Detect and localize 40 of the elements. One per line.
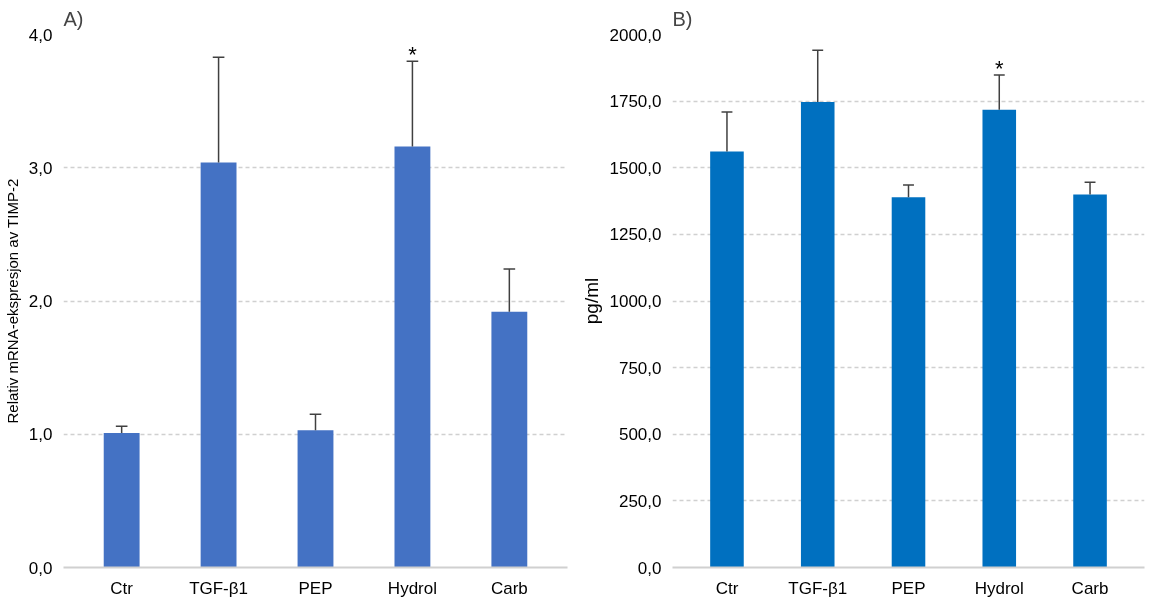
annotation: * (994, 56, 1004, 82)
x-tick-label: PEP (891, 578, 926, 598)
y-tick-label: 1250,0 (609, 225, 662, 245)
y-tick-label: 4,0 (28, 25, 53, 45)
bar (1073, 194, 1107, 568)
y-tick-label: 0,0 (28, 558, 53, 578)
y-tick-label: 1000,0 (609, 292, 662, 311)
bar (103, 432, 140, 568)
y-tick-label: 1750,0 (609, 92, 662, 112)
x-tick-label: Hydrol (387, 578, 437, 598)
x-tick-label: TGF-β1 (788, 578, 848, 598)
y-tick-label: 3,0 (28, 158, 53, 178)
y-tick-label: 500,0 (618, 425, 662, 445)
bar (982, 109, 1017, 568)
y-tick-label: 0,0 (637, 558, 662, 578)
chart-title: A) (63, 7, 84, 30)
y-axis-title: pg/ml (580, 277, 602, 325)
y-tick-label: 1,0 (28, 425, 53, 445)
bar (394, 146, 431, 568)
x-tick-label: Hydrol (974, 578, 1024, 598)
x-tick-label: Carb (490, 578, 528, 598)
bar (297, 430, 334, 568)
bar (800, 101, 835, 568)
y-tick-label: 250,0 (618, 491, 662, 511)
y-axis-title: Relativ mRNA-ekspresjon av TIMP-2 (3, 178, 21, 424)
bar (491, 311, 528, 568)
chart-title: B) (672, 7, 693, 30)
bar (891, 197, 926, 568)
x-tick-label: TGF-β1 (189, 578, 249, 598)
x-tick-label: Carb (1071, 578, 1109, 598)
y-tick-label: 2000,0 (609, 25, 662, 45)
x-tick-label: PEP (298, 578, 333, 598)
y-tick-label: 1500,0 (609, 158, 662, 178)
annotation: * (408, 42, 418, 68)
bar (710, 151, 744, 568)
bar (200, 162, 237, 568)
x-tick-label: Ctr (715, 578, 739, 598)
y-tick-label: 750,0 (618, 358, 662, 378)
x-tick-label: Ctr (110, 578, 134, 598)
y-tick-label: 2,0 (28, 292, 53, 311)
